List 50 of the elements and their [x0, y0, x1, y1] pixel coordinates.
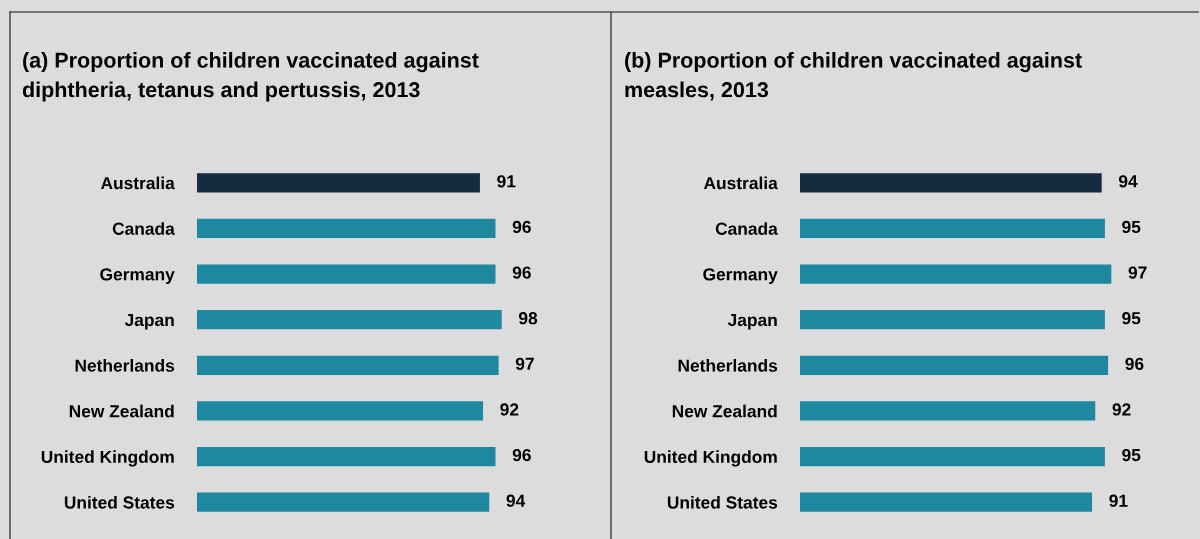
data-label: 91 — [1109, 494, 1128, 507]
bar — [197, 264, 496, 284]
data-label: 92 — [500, 403, 519, 416]
y-tick-label: Japan — [124, 314, 174, 330]
y-tick-label: Canada — [112, 222, 175, 235]
bar — [800, 446, 1105, 467]
y-tick-label: Australia — [100, 176, 175, 190]
data-label: 95 — [1122, 448, 1141, 462]
data-label: 92 — [1112, 403, 1131, 416]
bar — [197, 401, 484, 421]
bar — [197, 446, 496, 467]
data-label: 97 — [515, 357, 534, 370]
data-label: 95 — [1122, 220, 1141, 234]
chart-title: (a) Proportion of children vaccinated against diphtheria, tetanus and pertussis, 2013 — [22, 52, 479, 102]
bar — [800, 310, 1105, 330]
y-tick-label: New Zealand — [672, 404, 777, 418]
bar — [800, 401, 1096, 421]
data-label: 97 — [1128, 266, 1147, 279]
y-tick-label: Germany — [100, 268, 175, 284]
data-label: 96 — [512, 266, 531, 279]
y-tick-label: Netherlands — [678, 359, 778, 372]
data-label: 95 — [1122, 312, 1141, 325]
bar — [197, 355, 499, 375]
bar — [197, 173, 480, 193]
bar — [197, 218, 496, 239]
y-tick-label: Japan — [727, 314, 777, 330]
data-label: 98 — [518, 312, 538, 325]
data-label: 91 — [497, 175, 516, 188]
y-tick-label: United Kingdom — [644, 450, 777, 467]
data-label: 96 — [1125, 357, 1144, 370]
bar — [197, 310, 502, 330]
bar — [197, 492, 490, 512]
data-label: 96 — [512, 220, 531, 234]
y-tick-label: Netherlands — [75, 359, 175, 372]
bar — [800, 218, 1105, 239]
y-tick-label: United Kingdom — [41, 450, 174, 467]
bar — [800, 264, 1112, 284]
bar — [800, 492, 1093, 512]
bar — [800, 355, 1109, 375]
data-label: 96 — [512, 448, 531, 462]
y-tick-label: Canada — [715, 222, 778, 235]
data-label: 94 — [1118, 175, 1138, 188]
y-tick-label: Germany — [703, 268, 778, 284]
y-tick-label: Australia — [703, 176, 778, 190]
data-label: 94 — [506, 494, 526, 507]
bar — [800, 173, 1102, 193]
chart-title: (b) Proportion of children vaccinated against measles, 2013 — [625, 52, 1082, 101]
y-tick-label: United States — [64, 495, 175, 509]
y-tick-label: New Zealand — [69, 404, 174, 418]
y-tick-label: United States — [667, 495, 778, 509]
